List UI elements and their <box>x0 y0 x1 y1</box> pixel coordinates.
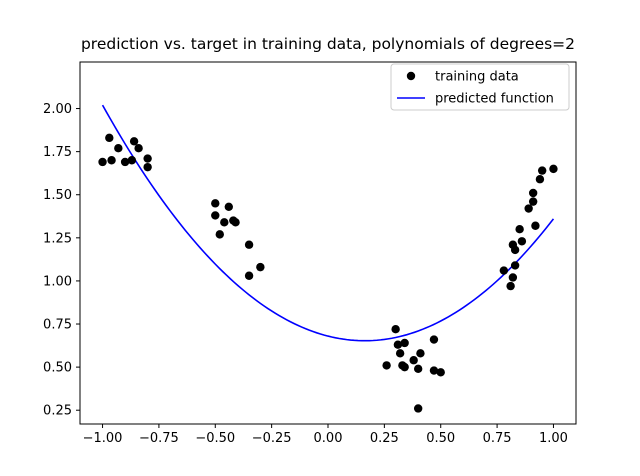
y-tick-label: 0.25 <box>43 404 72 419</box>
data-point <box>510 245 520 255</box>
data-point <box>535 175 545 184</box>
data-point <box>524 204 533 213</box>
x-axis: −1.00 −0.75 −0.50 −0.25 0.00 0.25 0.50 0.75 1.00 <box>83 424 568 446</box>
data-point <box>129 137 139 146</box>
data-point <box>391 324 400 334</box>
plot-area <box>79 61 577 425</box>
data-point <box>393 340 403 349</box>
data-point <box>105 133 114 143</box>
x-tick-label: 0.00 <box>314 431 343 446</box>
legend-label-training-data: training data <box>435 70 519 85</box>
data-point <box>127 156 137 165</box>
x-tick-label: 0.25 <box>370 431 399 446</box>
data-point <box>429 366 439 375</box>
x-tick-label: 0.75 <box>483 431 512 446</box>
data-point <box>231 218 240 227</box>
data-point <box>400 338 409 348</box>
data-point <box>220 218 229 227</box>
x-tick-label: 1.00 <box>539 431 568 446</box>
data-point <box>224 202 233 211</box>
data-point <box>244 271 254 280</box>
data-point <box>499 266 509 275</box>
data-point <box>531 221 540 230</box>
data-point <box>515 225 524 234</box>
data-point <box>510 261 520 270</box>
data-point <box>400 362 409 372</box>
data-point <box>413 364 423 374</box>
data-point <box>395 349 405 358</box>
y-tick-label: 0.50 <box>43 361 72 376</box>
data-point <box>537 166 547 175</box>
data-point <box>429 335 439 344</box>
data-point <box>508 273 518 282</box>
data-point <box>134 143 143 153</box>
data-point <box>114 143 123 153</box>
legend-box <box>390 63 570 111</box>
y-tick-label: 1.50 <box>43 188 72 203</box>
data-point <box>143 162 152 172</box>
data-point <box>211 211 220 220</box>
data-point <box>506 281 515 291</box>
chart-title: prediction vs. target in training data, … <box>81 35 575 53</box>
data-point <box>517 237 527 246</box>
series-predicted-function-line <box>101 104 555 342</box>
y-tick-label: 0.75 <box>43 318 72 333</box>
x-tick-label: −0.25 <box>252 431 292 446</box>
data-point <box>244 240 254 249</box>
x-tick-label: −1.00 <box>83 431 123 446</box>
y-axis: 0.25 0.50 0.75 1.00 1.25 1.50 1.75 2.00 <box>43 102 80 419</box>
data-point <box>256 262 265 272</box>
data-point <box>120 157 130 167</box>
data-point <box>211 199 220 208</box>
y-tick-label: 1.75 <box>43 145 72 160</box>
data-point <box>416 349 425 358</box>
y-tick-label: 1.00 <box>43 274 72 289</box>
x-tick-label: −0.50 <box>195 431 235 446</box>
legend: training data predicted function <box>390 63 570 111</box>
y-tick-label: 2.00 <box>43 102 72 117</box>
data-point <box>382 361 391 370</box>
data-point <box>143 154 152 163</box>
data-point <box>413 404 423 413</box>
x-tick-label: 0.50 <box>426 431 455 446</box>
data-point <box>107 156 116 165</box>
legend-label-predicted-function: predicted function <box>435 92 554 107</box>
data-point <box>409 356 418 365</box>
y-tick-label: 1.25 <box>43 231 72 246</box>
data-point <box>215 230 224 239</box>
data-point <box>549 164 558 174</box>
legend-marker-training-data <box>406 71 416 81</box>
data-point <box>98 157 107 167</box>
data-point <box>436 368 445 377</box>
data-point <box>528 197 538 206</box>
x-tick-label: −0.75 <box>139 431 179 446</box>
data-point <box>528 188 538 198</box>
